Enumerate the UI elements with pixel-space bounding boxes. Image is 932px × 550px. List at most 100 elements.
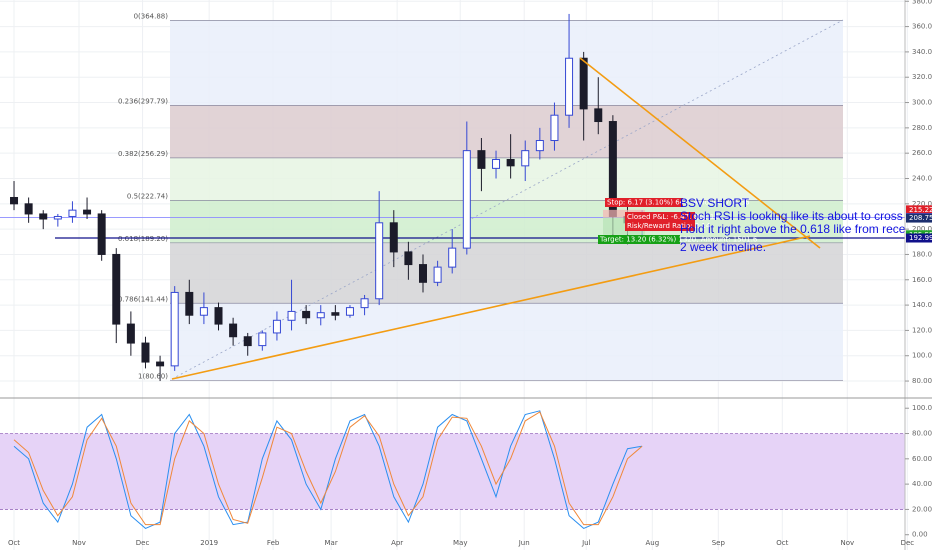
x-tick-label: Apr xyxy=(391,539,403,547)
stoch-band xyxy=(0,433,905,510)
candle-body xyxy=(477,150,486,169)
fib-band xyxy=(170,303,843,381)
candle-body xyxy=(185,291,194,316)
price-tag-label: 215.22 xyxy=(909,206,932,214)
fib-label: 0.382(256.29) xyxy=(118,150,168,158)
candle-body xyxy=(375,222,384,300)
candle-body xyxy=(97,213,106,255)
fib-band xyxy=(170,105,843,158)
x-tick-label: Dec xyxy=(901,539,915,547)
candle-body xyxy=(10,196,19,205)
axes: 80.00 100.00 120.00 140.00 160.00 180.00 200.0… xyxy=(8,0,932,547)
x-tick-label: May xyxy=(453,539,467,547)
fib-label: 0.5(222.74) xyxy=(127,192,168,200)
stop-label: Stop: 6.17 (3.10%) 647, Amount: 754.36 xyxy=(607,199,750,207)
y-tick-label: 240.00 xyxy=(912,174,932,182)
fib-label: 0.236(297.79) xyxy=(118,97,168,105)
candle-body xyxy=(462,150,471,249)
y-tick-label: 80.00 xyxy=(912,377,932,385)
candle-body xyxy=(535,140,544,152)
y-tick-label: 200.00 xyxy=(912,225,932,233)
candle-body xyxy=(214,307,223,325)
y-tick-label: 40.00 xyxy=(912,480,932,488)
price-tag-label: 192.99 xyxy=(909,234,932,242)
candle-body xyxy=(53,215,62,220)
candle-body xyxy=(492,159,501,169)
candle-body xyxy=(331,312,340,316)
candle-body xyxy=(448,247,457,268)
candle-body xyxy=(258,332,267,347)
candle-body xyxy=(112,253,121,325)
target-label: Target: 13.20 (6.32%) 1320, Amount: 1501… xyxy=(599,236,758,244)
y-tick-label: 160.00 xyxy=(912,276,932,284)
candle-body xyxy=(579,57,588,110)
annotation: BSV SHORT xyxy=(680,196,750,210)
closed-label: Closed P&L: -6.47, Qty: 12 xyxy=(627,213,719,221)
x-tick-label: Nov xyxy=(72,539,86,547)
candle-body xyxy=(141,342,150,363)
x-tick-label: 2019 xyxy=(200,539,218,547)
stoch-line xyxy=(13,411,643,526)
y-tick-label: 100.00 xyxy=(912,352,932,360)
y-tick-label: 180.00 xyxy=(912,250,932,258)
y-tick-label: 300.00 xyxy=(912,99,932,107)
x-tick-label: Aug xyxy=(645,539,659,547)
stop-zone xyxy=(603,209,645,218)
x-tick-label: Jun xyxy=(518,539,530,547)
candle-body xyxy=(243,336,252,347)
fib-band xyxy=(170,20,843,106)
trendline xyxy=(171,235,811,380)
candle-body xyxy=(272,319,281,334)
x-tick-label: Nov xyxy=(840,539,854,547)
candle-body xyxy=(550,114,559,142)
candle-body xyxy=(433,266,442,283)
candle-body xyxy=(404,251,413,266)
candle-body xyxy=(302,310,311,319)
candle-body xyxy=(418,264,427,283)
stop-box xyxy=(605,198,683,207)
candle-body xyxy=(39,213,48,220)
candle-body xyxy=(506,159,515,167)
candle-body xyxy=(594,108,603,123)
candle-body xyxy=(83,209,92,215)
y-tick-label: 100.00 xyxy=(912,404,932,412)
fib-trend xyxy=(171,19,844,380)
candle-body xyxy=(126,323,135,344)
fib-band xyxy=(170,242,843,304)
fib-label: 1(80.60) xyxy=(138,372,168,380)
price-tag xyxy=(906,213,932,223)
trendline xyxy=(579,57,821,249)
candle-body xyxy=(360,298,369,309)
fib-label: 0(364.88) xyxy=(134,12,169,20)
y-tick-label: 360.00 xyxy=(912,23,932,31)
y-tick-label: 80.00 xyxy=(912,430,932,438)
y-tick-label: 380.00 xyxy=(912,0,932,5)
plot-area: 0(364.88) 0.236(297.79) 0.382(256.29) 0.5(2… xyxy=(0,12,932,529)
x-tick-label: Mar xyxy=(325,539,338,547)
price-tag-label: 208.75 xyxy=(909,214,932,222)
candle-body xyxy=(199,307,208,316)
y-tick-label: 320.00 xyxy=(912,73,932,81)
annotation: Hold it right above the 0.618 like from … xyxy=(680,222,932,236)
y-tick-label: 340.00 xyxy=(912,48,932,56)
candle-body xyxy=(170,291,179,367)
y-tick-label: 220.00 xyxy=(912,200,932,208)
fib-label: 0.618(189.20) xyxy=(118,235,168,243)
fib-label: 0.786(141.44) xyxy=(118,295,168,303)
candle-body xyxy=(521,150,530,167)
candle-body xyxy=(229,323,238,338)
x-tick-label: Sep xyxy=(712,539,726,547)
candle-body xyxy=(316,312,325,319)
annotation: Stoch RSI is looking like its about to c… xyxy=(680,209,932,223)
target-box xyxy=(598,235,680,244)
candle-body xyxy=(345,307,354,316)
x-tick-label: Oct xyxy=(8,539,20,547)
candle-body xyxy=(68,209,77,217)
x-tick-label: Feb xyxy=(267,539,280,547)
price-tag xyxy=(906,205,932,215)
fib-band xyxy=(170,200,843,243)
y-tick-label: 120.00 xyxy=(912,326,932,334)
x-tick-label: Jul xyxy=(581,539,591,547)
y-tick-label: 20.00 xyxy=(912,505,932,513)
candle-body xyxy=(565,57,574,116)
